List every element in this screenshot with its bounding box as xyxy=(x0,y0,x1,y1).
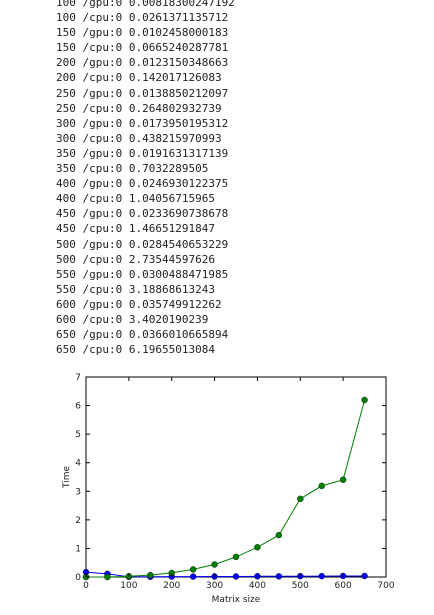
x-tick-label: 200 xyxy=(163,581,180,591)
y-tick-label: 4 xyxy=(75,459,81,469)
data-point-0 xyxy=(361,572,368,580)
log-line: 450 /cpu:0 1.46651291847 xyxy=(56,222,215,236)
y-tick-label: 0 xyxy=(75,573,81,583)
tick-layer: 0 100 200 300 400 500 600 700 0 1 2 3 4 5 6 7 xyxy=(75,373,395,591)
log-line: 650 /gpu:0 0.0366010665894 xyxy=(56,328,229,342)
console-output: 100 /gpu:0 0.00818300247192 100 /cpu:0 0.… xyxy=(56,0,235,357)
data-point-1 xyxy=(297,495,304,503)
log-line: 400 /gpu:0 0.0246930122375 xyxy=(56,177,229,191)
data-point-0 xyxy=(275,573,283,580)
log-line: 100 /cpu:0 0.0261371135712 xyxy=(56,11,229,25)
x-tick-label: 100 xyxy=(120,581,137,591)
data-point-1 xyxy=(232,553,240,561)
data-point-1 xyxy=(254,544,261,551)
data-point-0 xyxy=(232,573,240,580)
x-tick-label: 500 xyxy=(292,581,309,591)
log-line: 300 /gpu:0 0.0173950195312 xyxy=(56,116,229,130)
x-tick-label: 300 xyxy=(206,581,223,591)
log-line: 400 /cpu:0 1.04056715965 xyxy=(56,192,215,206)
y-tick-label: 7 xyxy=(75,373,81,383)
log-line: 500 /gpu:0 0.0284540653229 xyxy=(56,237,229,251)
x-axis-label: Matrix size xyxy=(212,595,261,605)
data-point-1 xyxy=(318,482,325,490)
y-axis-label: Time xyxy=(62,466,72,489)
y-tick-label: 6 xyxy=(75,402,81,412)
log-line: 100 /gpu:0 0.00818300247192 xyxy=(56,0,235,9)
log-line: 350 /gpu:0 0.0191631317139 xyxy=(56,146,229,160)
data-point-1 xyxy=(339,476,347,483)
log-line: 350 /cpu:0 0.7032289505 xyxy=(56,162,209,176)
data-point-1 xyxy=(104,573,111,581)
log-line: 150 /gpu:0 0.0102458000183 xyxy=(56,26,229,40)
data-point-0 xyxy=(189,573,197,580)
log-line: 200 /gpu:0 0.0123150348663 xyxy=(56,56,229,70)
data-point-1 xyxy=(211,561,218,568)
plot-frame xyxy=(85,376,387,578)
y-tick-label: 2 xyxy=(75,516,81,526)
log-line: 150 /cpu:0 0.0665240287781 xyxy=(56,41,229,55)
series-line-0 xyxy=(85,571,365,578)
log-line: 600 /gpu:0 0.035749912262 xyxy=(56,297,222,311)
log-line: 450 /gpu:0 0.0233690738678 xyxy=(56,207,229,221)
log-line: 250 /cpu:0 0.264802932739 xyxy=(56,101,222,115)
x-tick-label: 700 xyxy=(377,581,394,591)
data-point-0 xyxy=(318,572,325,580)
data-point-1 xyxy=(361,396,368,404)
y-tick-label: 5 xyxy=(75,430,81,440)
series-line-1 xyxy=(86,399,366,578)
y-tick-label: 1 xyxy=(75,544,81,554)
x-tick-label: 600 xyxy=(335,581,352,591)
log-line: 550 /cpu:0 3.18868613243 xyxy=(56,282,215,296)
log-line: 650 /cpu:0 6.19655013084 xyxy=(56,343,215,357)
log-line: 500 /cpu:0 2.73544597626 xyxy=(56,252,215,266)
log-line: 250 /gpu:0 0.0138850212097 xyxy=(56,86,229,100)
y-tick-label: 3 xyxy=(75,487,81,497)
x-tick-label: 400 xyxy=(249,581,266,591)
log-line: 300 /cpu:0 0.438215970993 xyxy=(56,131,222,145)
data-point-1 xyxy=(275,531,283,539)
log-line: 550 /gpu:0 0.0300488471985 xyxy=(56,267,229,281)
x-tick-label: 0 xyxy=(83,581,89,591)
log-line: 200 /cpu:0 0.142017126083 xyxy=(56,71,222,85)
log-line: 600 /cpu:0 3.4020190239 xyxy=(56,312,209,326)
data-point-1 xyxy=(189,566,197,573)
data-point-1 xyxy=(147,571,154,579)
